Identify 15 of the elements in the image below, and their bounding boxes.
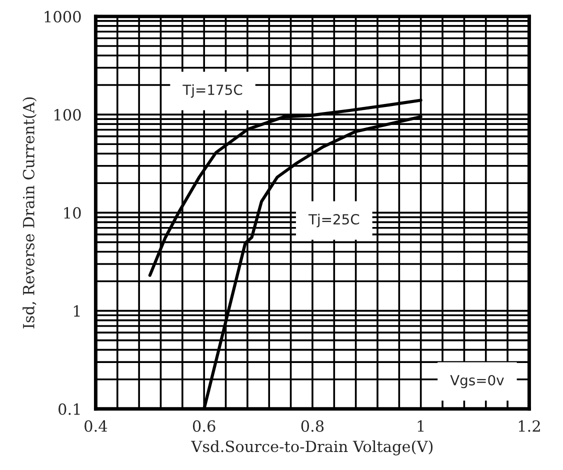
y-tick-label: 0.1 (58, 403, 80, 415)
y-tick-label: 1000 (44, 10, 81, 22)
x-tick-label: 1 (418, 420, 424, 432)
x-tick-label: 1.2 (518, 420, 540, 432)
x-tick-label: 0.6 (192, 420, 216, 432)
annotation: Tj=175C (182, 84, 242, 98)
x-tick-label: 0.8 (301, 420, 324, 432)
x-axis-title: Vsd.Source-to-Drain Voltage(V) (191, 440, 433, 456)
y-tick-label: 10 (64, 207, 81, 219)
y-tick-label: 100 (54, 109, 81, 121)
y-axis-title: Isd, Reverse Drain Current(A) (22, 97, 37, 328)
annotation: Tj=25C (308, 214, 360, 228)
x-tick-label: 0.4 (84, 420, 108, 432)
y-tick-label: 1 (74, 305, 80, 317)
annotation: Vgs=0v (450, 374, 504, 388)
